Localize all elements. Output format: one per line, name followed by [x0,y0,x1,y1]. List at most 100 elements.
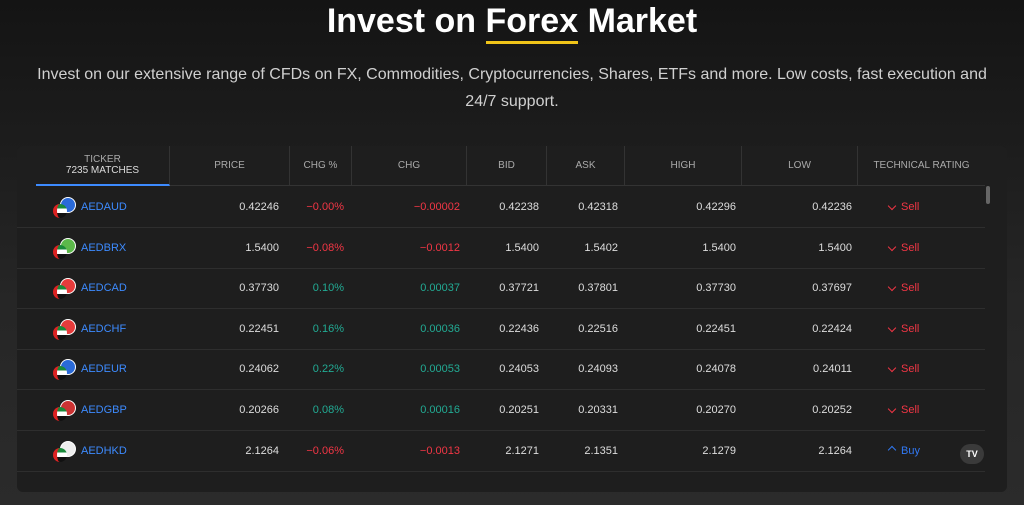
value-cell: 0.22451 [696,322,736,335]
column-header[interactable]: HIGH [625,146,742,186]
column-header[interactable]: CHG % [290,146,352,186]
rating-chevron [887,323,897,333]
rating-wrap: Sell [887,349,919,389]
rating-wrap: Sell [887,228,919,268]
value-cell: 1.5400 [505,241,539,254]
ticker-link[interactable]: AEDBRX [81,241,127,254]
flag-icon [53,285,67,300]
value-cell: 0.00016 [420,404,460,416]
rating-wrap: Sell [887,187,919,227]
value-cell: 2.1264 [818,444,852,457]
value-cell: 0.00036 [420,322,460,335]
value-cell: 0.22451 [239,322,279,335]
value-cell: 0.24062 [239,363,279,376]
market-table: TICKER 7235 MATCHES TV PRICE CHG % CHG BID A… [17,146,1007,492]
ticker-link[interactable]: AEDGBP [81,404,127,416]
value-cell: 0.42246 [239,201,279,213]
value-cell: 0.22424 [812,322,852,335]
value-cell: 0.24053 [499,363,539,376]
value-cell: 0.22516 [578,322,618,335]
value-cell: −0.06% [306,444,344,457]
value-cell: 0.37721 [499,282,539,295]
value-cell: 0.20251 [499,404,539,416]
rating-wrap: Sell [887,309,919,349]
table-row[interactable]: AEDAUD 0.42246 −0.00% −0.00002 0.42238 0.4231… [17,187,985,228]
column-header[interactable]: BID [467,146,547,186]
value-cell: 1.5400 [245,241,279,254]
rating-wrap: Buy [887,431,920,471]
table-row[interactable]: AEDCHF 0.22451 0.16% 0.00036 0.22436 0.22516 0… [17,309,985,350]
technical-rating: Sell [901,363,920,376]
value-cell: 0.22% [312,363,344,376]
value-cell: 0.24078 [696,363,736,376]
technical-rating: Sell [901,241,920,254]
column-header[interactable]: PRICE [170,146,290,186]
value-cell: −0.08% [306,241,344,254]
ticker-link[interactable]: AEDCHF [81,322,127,335]
value-cell: 0.37697 [812,282,852,295]
value-cell: 0.20252 [812,404,852,416]
rating-wrap: Sell [887,390,919,430]
table-row[interactable]: AEDGBP 0.20266 0.08% 0.00016 0.20251 0.20331 0… [17,390,985,431]
matches-count: 7235 MATCHES [65,165,140,176]
value-cell: 0.00053 [420,363,460,376]
value-cell: 2.1279 [702,444,736,457]
value-cell: −0.0013 [419,444,460,457]
ticker-label: TICKER [84,154,121,165]
technical-rating: Buy [901,444,920,457]
column-header[interactable]: ASK [547,146,625,186]
subtitle: Invest on our extensive range of CFDs on… [37,66,987,110]
value-cell: 1.5402 [584,241,618,254]
value-cell: 0.42318 [578,201,618,213]
technical-rating: Sell [901,282,920,295]
column-header[interactable]: TECHNICAL RATING [858,146,985,186]
ticker-link[interactable]: AEDHKD [81,444,127,457]
ticker-link[interactable]: AEDEUR [81,363,127,376]
flag-icon [53,244,67,259]
value-cell: 0.10% [312,282,344,295]
value-cell: −0.0012 [419,241,460,254]
ticker-link[interactable]: AEDAUD [81,201,127,213]
value-cell: 2.1351 [584,444,618,457]
ticker-header[interactable]: TICKER 7235 MATCHES [36,146,170,186]
table-row[interactable]: AEDHKD 2.1264 −0.06% −0.0013 2.1271 2.1351 2.1… [17,431,985,472]
value-cell: 2.1271 [505,444,539,457]
table-row[interactable]: AEDBRX 1.5400 −0.08% −0.0012 1.5400 1.5402 1.5… [17,228,985,269]
title: Invest on Forex Market [0,2,1024,44]
rating-chevron [887,242,897,251]
table-row[interactable]: AEDEUR 0.24062 0.22% 0.00053 0.24053 0.24093 0… [17,349,985,391]
value-cell: 0.24011 [813,363,852,376]
technical-rating: Sell [901,322,920,335]
column-header[interactable]: CHG [352,146,467,186]
value-cell: −0.00% [306,201,344,213]
value-cell: 0.37730 [696,282,736,295]
scrollbar[interactable] [986,186,990,204]
flag-icon [53,407,67,421]
value-cell: 0.20270 [696,404,736,416]
technical-rating: Sell [901,201,920,213]
rating-chevron [887,283,897,292]
value-cell: 1.5400 [818,241,852,254]
flag-icon [53,204,67,218]
rating-chevron [887,445,897,454]
title-prefix: Invest on [326,2,477,40]
value-cell: 0.20266 [239,404,279,416]
table-row[interactable]: AEDCAD 0.37730 0.10% 0.00037 0.37721 0.37801 0… [17,268,985,310]
ticker-link[interactable]: AEDCAD [81,282,127,295]
value-cell: 0.08% [312,404,344,416]
tv-logo[interactable]: TV [960,444,984,464]
value-cell: 1.5400 [702,241,736,254]
value-cell: 0.37801 [578,282,618,295]
rating-wrap: Sell [887,268,919,308]
title-suffix: Market [587,2,698,40]
value-cell: 0.42236 [812,201,852,213]
value-cell: 0.42238 [499,201,539,213]
flag-icon [53,325,67,340]
rating-chevron [887,201,897,211]
title-highlight: Forex [485,2,579,44]
rating-chevron [887,404,897,414]
value-cell: 0.16% [312,322,344,335]
column-header[interactable]: LOW [742,146,858,186]
